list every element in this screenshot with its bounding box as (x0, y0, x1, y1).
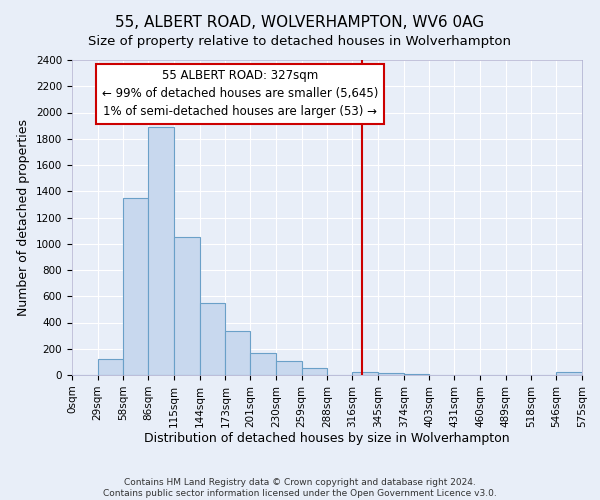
Bar (276, 361, 302, 375)
Bar (556, 372, 582, 375)
Bar (404, 374, 430, 375)
Bar (302, 368, 328, 375)
Text: 55 ALBERT ROAD: 327sqm
← 99% of detached houses are smaller (5,645)
1% of semi-d: 55 ALBERT ROAD: 327sqm ← 99% of detached… (102, 70, 379, 118)
Bar (148, 127, 174, 375)
X-axis label: Distribution of detached houses by size in Wolverhampton: Distribution of detached houses by size … (144, 432, 510, 446)
Bar (98, 358, 124, 375)
Text: Contains HM Land Registry data © Crown copyright and database right 2024.
Contai: Contains HM Land Registry data © Crown c… (103, 478, 497, 498)
Bar (200, 303, 226, 375)
Y-axis label: Number of detached properties: Number of detached properties (17, 119, 31, 316)
Bar (124, 198, 148, 375)
Bar (226, 331, 250, 375)
Bar (174, 237, 200, 375)
Text: 55, ALBERT ROAD, WOLVERHAMPTON, WV6 0AG: 55, ALBERT ROAD, WOLVERHAMPTON, WV6 0AG (115, 15, 485, 30)
Bar (250, 354, 276, 375)
Bar (352, 372, 378, 375)
Bar (378, 373, 404, 375)
Text: Size of property relative to detached houses in Wolverhampton: Size of property relative to detached ho… (89, 35, 511, 48)
